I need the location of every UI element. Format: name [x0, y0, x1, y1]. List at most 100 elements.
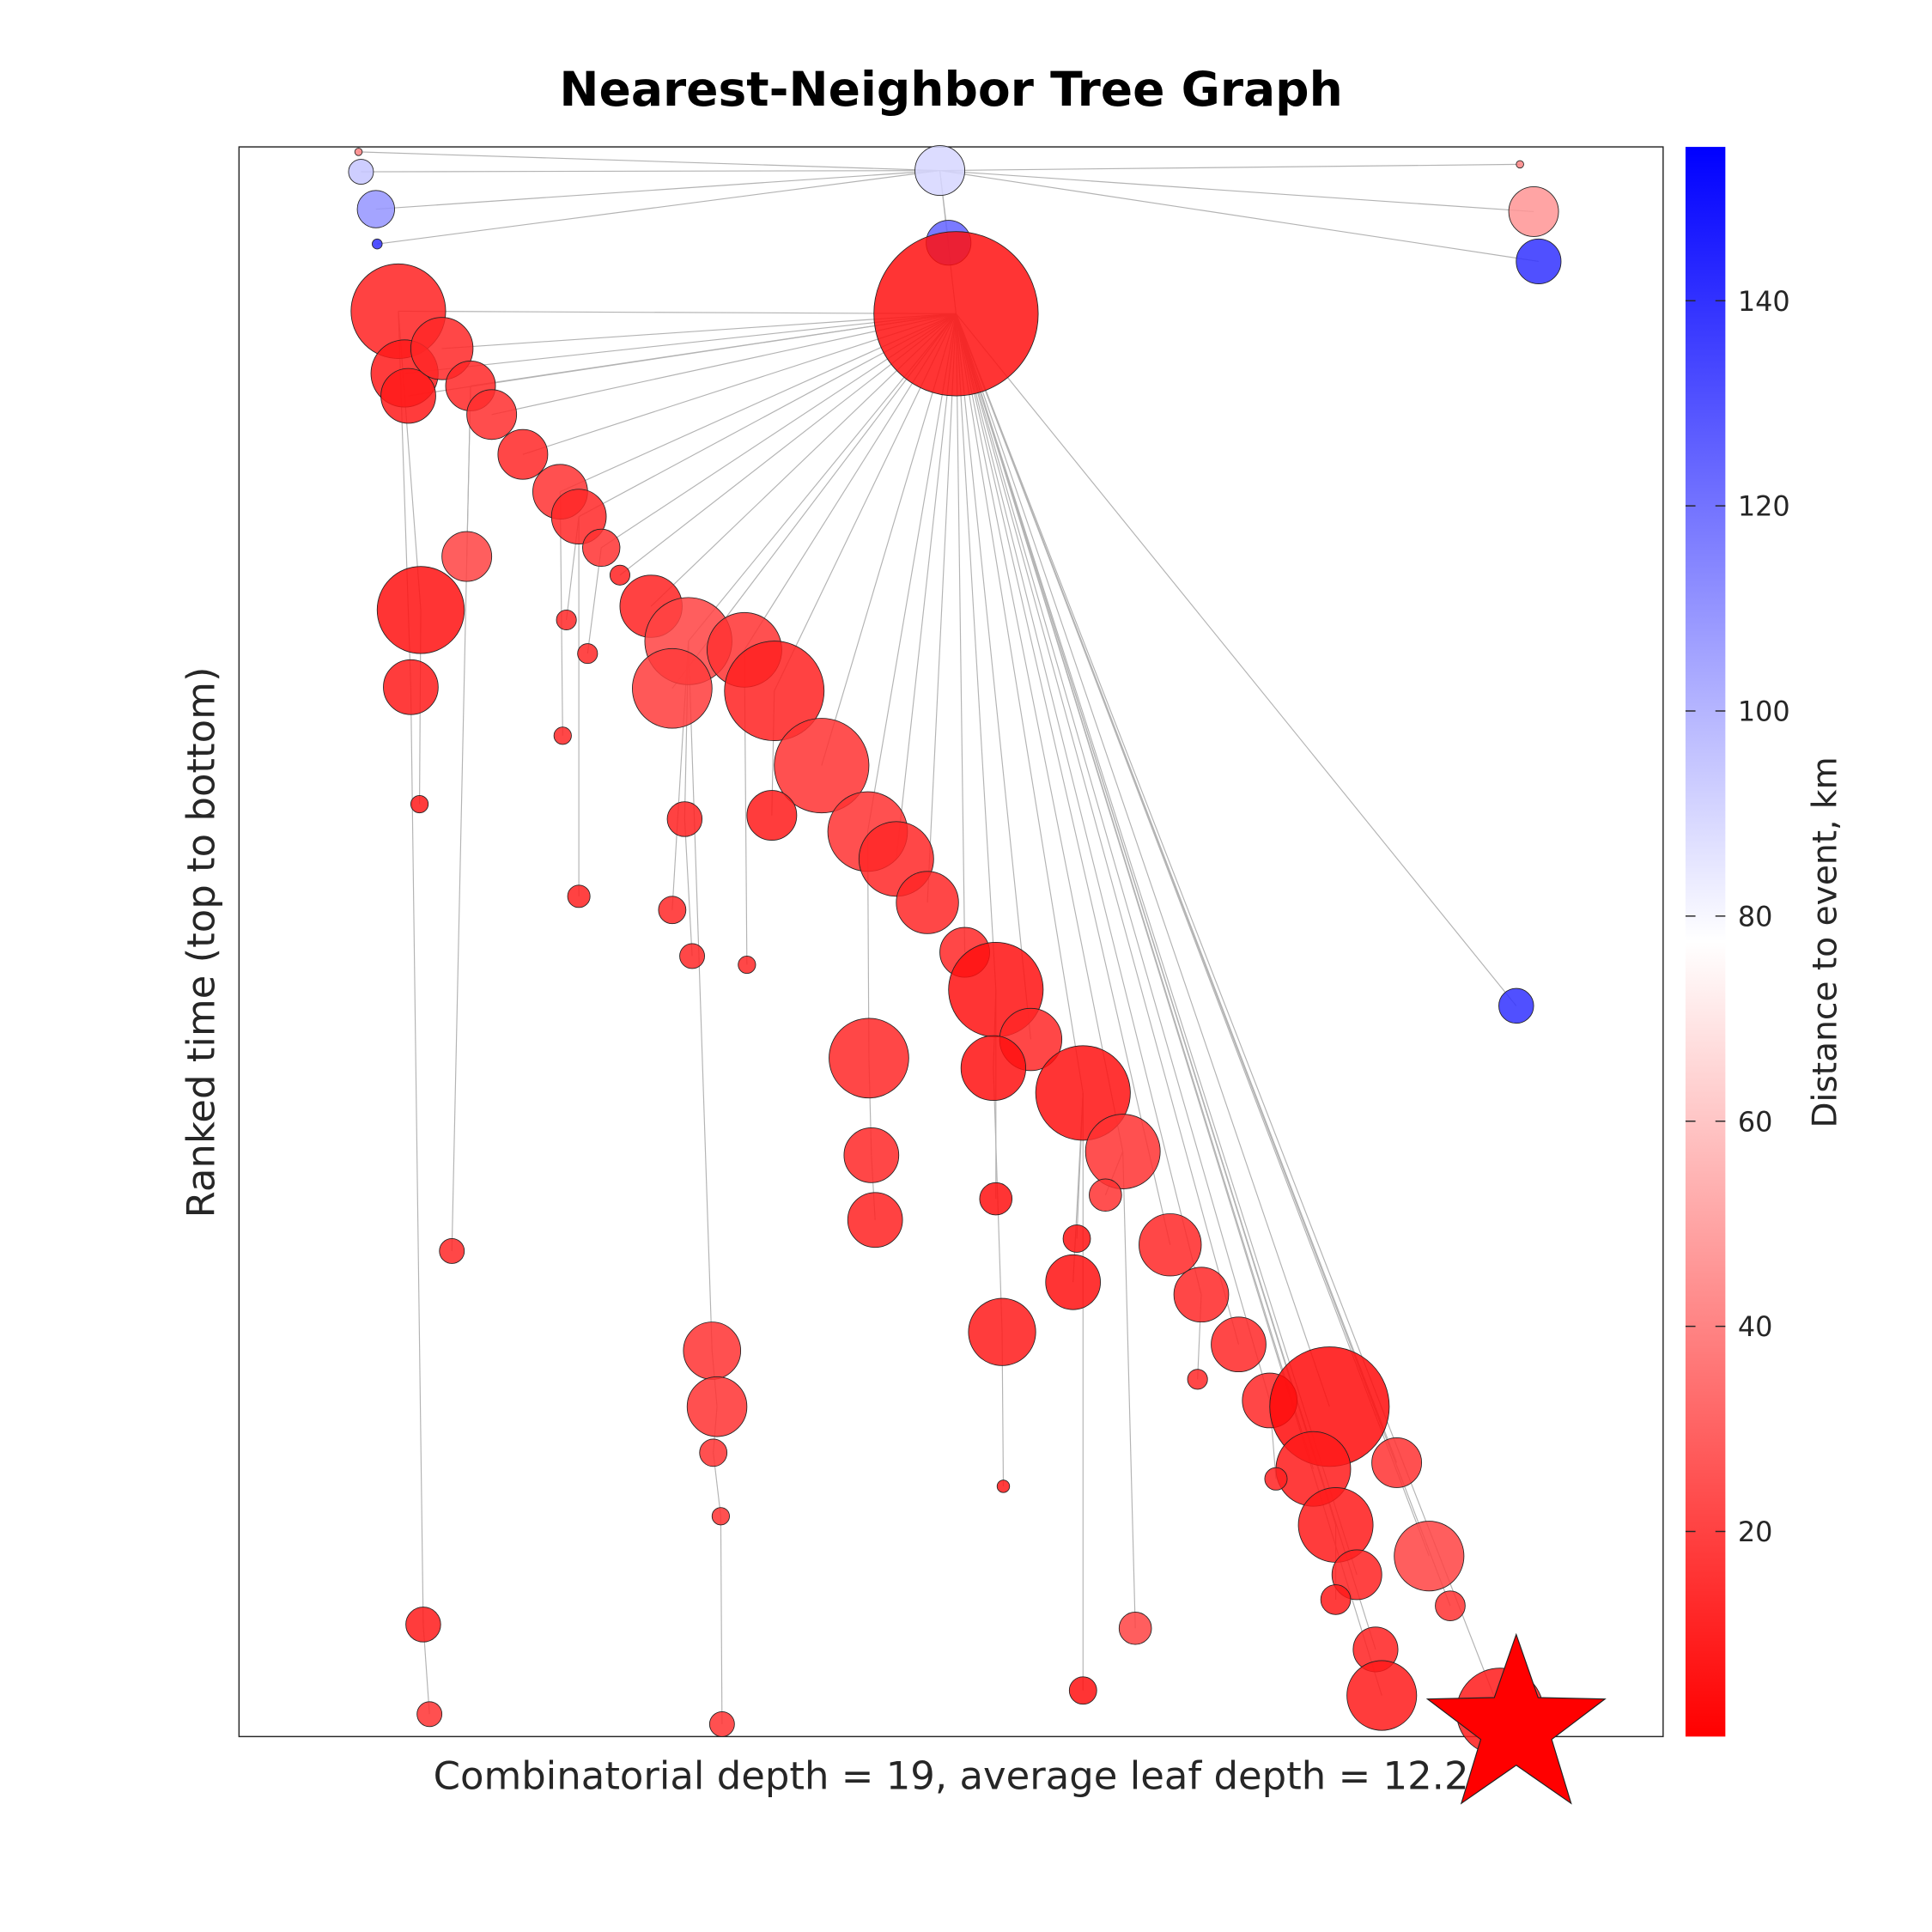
tree-edge [358, 151, 940, 172]
event-node [1435, 1590, 1466, 1621]
event-node [1346, 1660, 1418, 1731]
event-node [683, 1321, 742, 1380]
tree-edge [896, 313, 957, 860]
event-node [441, 531, 493, 582]
tree-edge [955, 313, 966, 953]
event-node [1173, 1267, 1230, 1323]
event-node [708, 1710, 735, 1737]
event-node [829, 1018, 909, 1099]
colorbar [1685, 147, 1726, 1737]
colorbar-tick-label: 80 [1738, 900, 1773, 933]
event-node [550, 489, 607, 544]
event-node [1089, 1178, 1122, 1212]
tree-edge [375, 170, 940, 210]
event-node [724, 641, 825, 742]
tree-edge [451, 386, 471, 1252]
tree-edge [683, 818, 693, 957]
tree-edge [720, 1516, 723, 1724]
event-node [383, 659, 439, 715]
event-node [556, 609, 577, 631]
event-node [497, 428, 549, 480]
event-node [1084, 1114, 1161, 1189]
colorbar-label: Distance to event, km [1806, 756, 1844, 1127]
event-node [410, 317, 474, 380]
tree-edge [410, 687, 424, 1625]
colorbar-tick-label: 140 [1738, 285, 1790, 318]
tree-edge [955, 313, 1517, 1006]
colorbar-tick-label: 60 [1738, 1105, 1773, 1138]
tree-edge [955, 313, 997, 990]
tree-edge [955, 313, 1124, 1152]
event-node [1035, 1045, 1131, 1141]
colorbar-tick-label: 20 [1738, 1516, 1773, 1548]
nodes [348, 145, 1562, 1756]
tree-edge [939, 170, 1539, 263]
tree-edge [1122, 1151, 1136, 1629]
event-node [376, 566, 465, 654]
event-node [372, 238, 383, 250]
event-node [1187, 1369, 1208, 1390]
tree-edge [955, 313, 1240, 1345]
tree-edge [955, 313, 1171, 1245]
tree-edge [955, 313, 1271, 1401]
event-node [1320, 1584, 1352, 1615]
event-node [1516, 160, 1524, 169]
event-node [979, 1182, 1013, 1216]
event-node [354, 148, 363, 156]
chart-title: Nearest-Neighbor Tree Graph [559, 62, 1342, 117]
event-node [356, 190, 396, 228]
edges [358, 151, 1539, 1724]
tree-edge [377, 170, 940, 245]
event-node [1516, 238, 1562, 284]
event-node [348, 159, 374, 185]
event-node [774, 718, 870, 814]
event-node [1139, 1213, 1202, 1277]
event-node [1045, 1254, 1102, 1310]
event-node [582, 528, 621, 568]
event-node [439, 1238, 465, 1264]
colorbar-ticks: 20 40 60 80 100 120 140 [1685, 285, 1790, 1548]
event-node [847, 1192, 903, 1249]
event-node [1118, 1611, 1152, 1645]
mainshock-star [1425, 1632, 1607, 1805]
tree-edge [939, 163, 1521, 172]
tree-edge [955, 313, 1084, 1093]
event-node [410, 794, 429, 814]
event-node [914, 145, 965, 197]
tree-edge [688, 641, 713, 1351]
tree-edge [398, 310, 957, 314]
event-node [466, 389, 518, 440]
event-node [1508, 186, 1559, 237]
event-node [1498, 987, 1534, 1024]
colorbar-tick-label: 40 [1738, 1310, 1773, 1343]
event-node [609, 564, 631, 586]
event-node [1068, 1676, 1097, 1705]
event-node [896, 871, 959, 934]
tree-edge [927, 313, 957, 903]
tree-edge [441, 313, 957, 349]
event-node [553, 726, 572, 745]
event-node [996, 1479, 1011, 1493]
tree-edge [955, 313, 1330, 1407]
event-node [1211, 1316, 1267, 1373]
event-node [1062, 1224, 1091, 1253]
event-node [738, 955, 756, 975]
event-node [577, 643, 598, 665]
event-node [699, 1438, 728, 1467]
y-axis-label: Ranked time (top to bottom) [178, 667, 223, 1218]
x-axis-label: Combinatorial depth = 19, average leaf d… [434, 1753, 1469, 1798]
event-node [873, 231, 1039, 397]
event-node [416, 1701, 443, 1728]
event-node [711, 1507, 730, 1526]
tree-edge [361, 170, 940, 173]
tree-edge [939, 170, 1534, 213]
event-node [380, 368, 436, 424]
event-node [968, 1297, 1036, 1366]
event-node [1394, 1521, 1465, 1592]
event-node [679, 943, 705, 969]
tree-edge [955, 313, 1202, 1295]
event-node [658, 896, 687, 925]
event-node [686, 1376, 748, 1437]
event-node [567, 884, 591, 908]
